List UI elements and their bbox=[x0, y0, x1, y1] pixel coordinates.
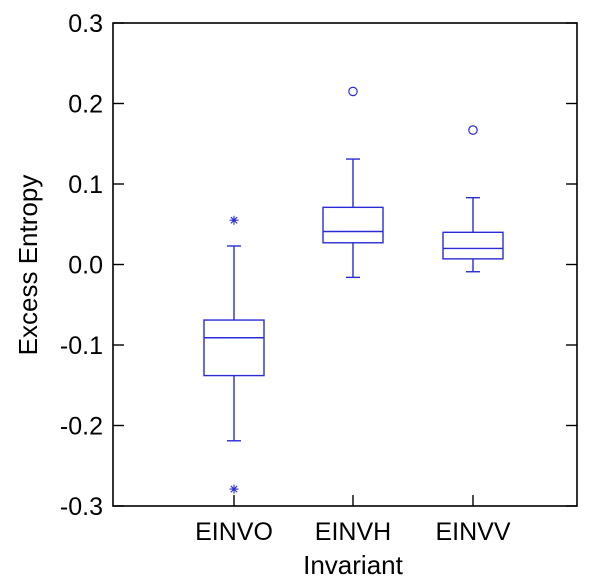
x-axis-title: Invariant bbox=[303, 550, 403, 580]
y-tick-label: -0.1 bbox=[60, 332, 103, 360]
y-tick-label: -0.2 bbox=[60, 413, 103, 441]
y-tick-label: 0.2 bbox=[68, 91, 103, 119]
x-tick-label: EINVO bbox=[195, 518, 273, 546]
y-axis-title: Excess Entropy bbox=[13, 175, 43, 356]
box-group bbox=[322, 86, 384, 279]
y-tick-label: 0.3 bbox=[68, 10, 103, 38]
iqr-box bbox=[322, 206, 384, 244]
outlier-star-marker bbox=[229, 484, 239, 494]
iqr-box bbox=[203, 319, 265, 377]
x-tick-label: EINVV bbox=[435, 518, 510, 546]
box-group bbox=[442, 125, 504, 273]
y-tick-label: -0.3 bbox=[60, 493, 103, 521]
outlier-circle-marker bbox=[348, 86, 358, 97]
box-group bbox=[203, 215, 265, 494]
outlier-circle-marker bbox=[468, 125, 478, 135]
axes-layer: 0.3 0.2 0.1 0.0 -0.1 -0.2 -0.3 EINVO EINVH EINVV bbox=[60, 10, 578, 546]
iqr-box bbox=[442, 231, 504, 260]
outlier-star-marker bbox=[229, 215, 239, 225]
y-tick-label: 0.0 bbox=[68, 252, 103, 280]
labels-layer: Invariant Excess Entropy bbox=[13, 175, 404, 580]
plot-frame bbox=[112, 22, 578, 507]
boxes-layer bbox=[203, 86, 504, 494]
y-tick-label: 0.1 bbox=[68, 171, 103, 199]
x-tick-label: EINVH bbox=[315, 518, 391, 546]
